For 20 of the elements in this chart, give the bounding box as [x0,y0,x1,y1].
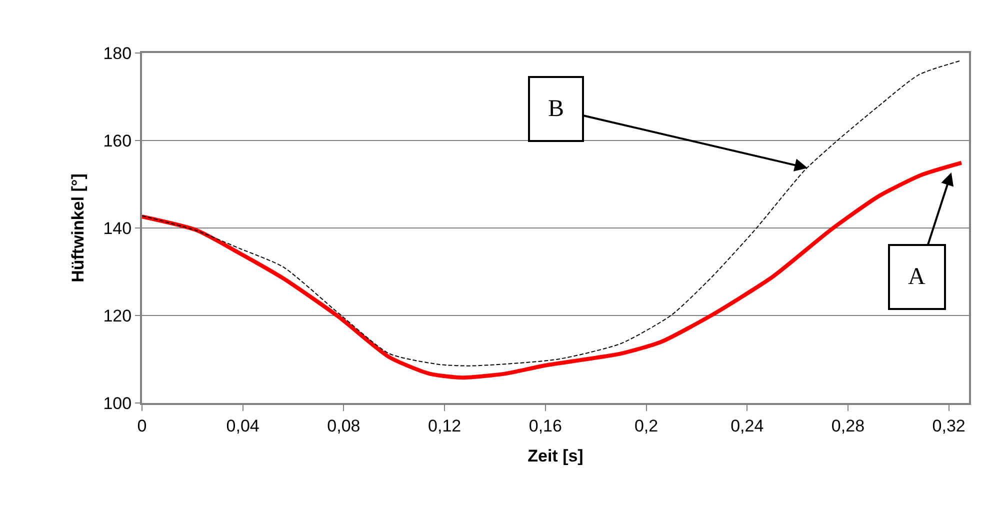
x-tick-label: 0,12 [428,416,462,436]
annotation: A [908,264,926,290]
line-series [142,60,962,366]
x-axis-title: Zeit [s] [528,446,584,466]
x-tick-label: 0,08 [327,416,360,436]
x-tick-label: 0,32 [932,416,966,436]
x-tick-label: 0,2 [634,416,658,436]
x-tick-label: 0 [137,416,147,436]
y-axis-title: Hüftwinkel [°] [68,174,88,282]
x-tick-label: 0,16 [528,416,562,436]
y-tick-label: 140 [103,218,132,238]
y-tick-label: 120 [103,306,132,326]
x-tick-label: 0,28 [831,416,865,436]
x-tick-label: 0,24 [730,416,764,436]
y-tick-label: 180 [103,44,132,63]
annotation: B [548,96,564,122]
line-series [142,160,964,380]
x-tick-label: 0,04 [226,416,260,436]
y-tick-label: 100 [103,394,132,413]
y-tick-label: 160 [103,131,132,150]
